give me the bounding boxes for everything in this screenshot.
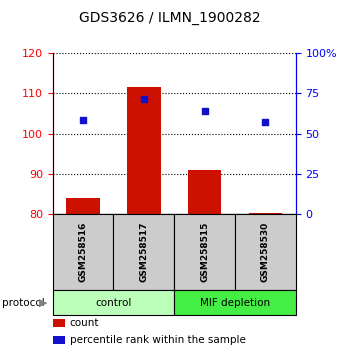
Bar <box>66 198 100 214</box>
Text: GSM258530: GSM258530 <box>261 222 270 282</box>
Text: control: control <box>95 298 132 308</box>
Bar <box>114 214 174 290</box>
Bar <box>188 170 221 214</box>
Point <box>141 97 147 102</box>
Text: GSM258515: GSM258515 <box>200 222 209 282</box>
Text: MIF depletion: MIF depletion <box>200 298 270 308</box>
Bar <box>53 214 114 290</box>
Bar <box>53 290 174 315</box>
Text: GDS3626 / ILMN_1900282: GDS3626 / ILMN_1900282 <box>79 11 261 25</box>
Bar <box>249 213 282 214</box>
Bar <box>127 87 160 214</box>
Point <box>202 109 207 114</box>
Bar <box>235 214 296 290</box>
Text: ▶: ▶ <box>39 298 48 308</box>
Point <box>263 119 268 124</box>
Text: count: count <box>70 318 99 328</box>
Point <box>80 117 86 122</box>
Text: percentile rank within the sample: percentile rank within the sample <box>70 335 245 345</box>
Bar <box>174 214 235 290</box>
Text: GSM258517: GSM258517 <box>139 222 148 282</box>
Text: GSM258516: GSM258516 <box>79 222 88 282</box>
Bar <box>174 290 296 315</box>
Text: protocol: protocol <box>2 298 45 308</box>
